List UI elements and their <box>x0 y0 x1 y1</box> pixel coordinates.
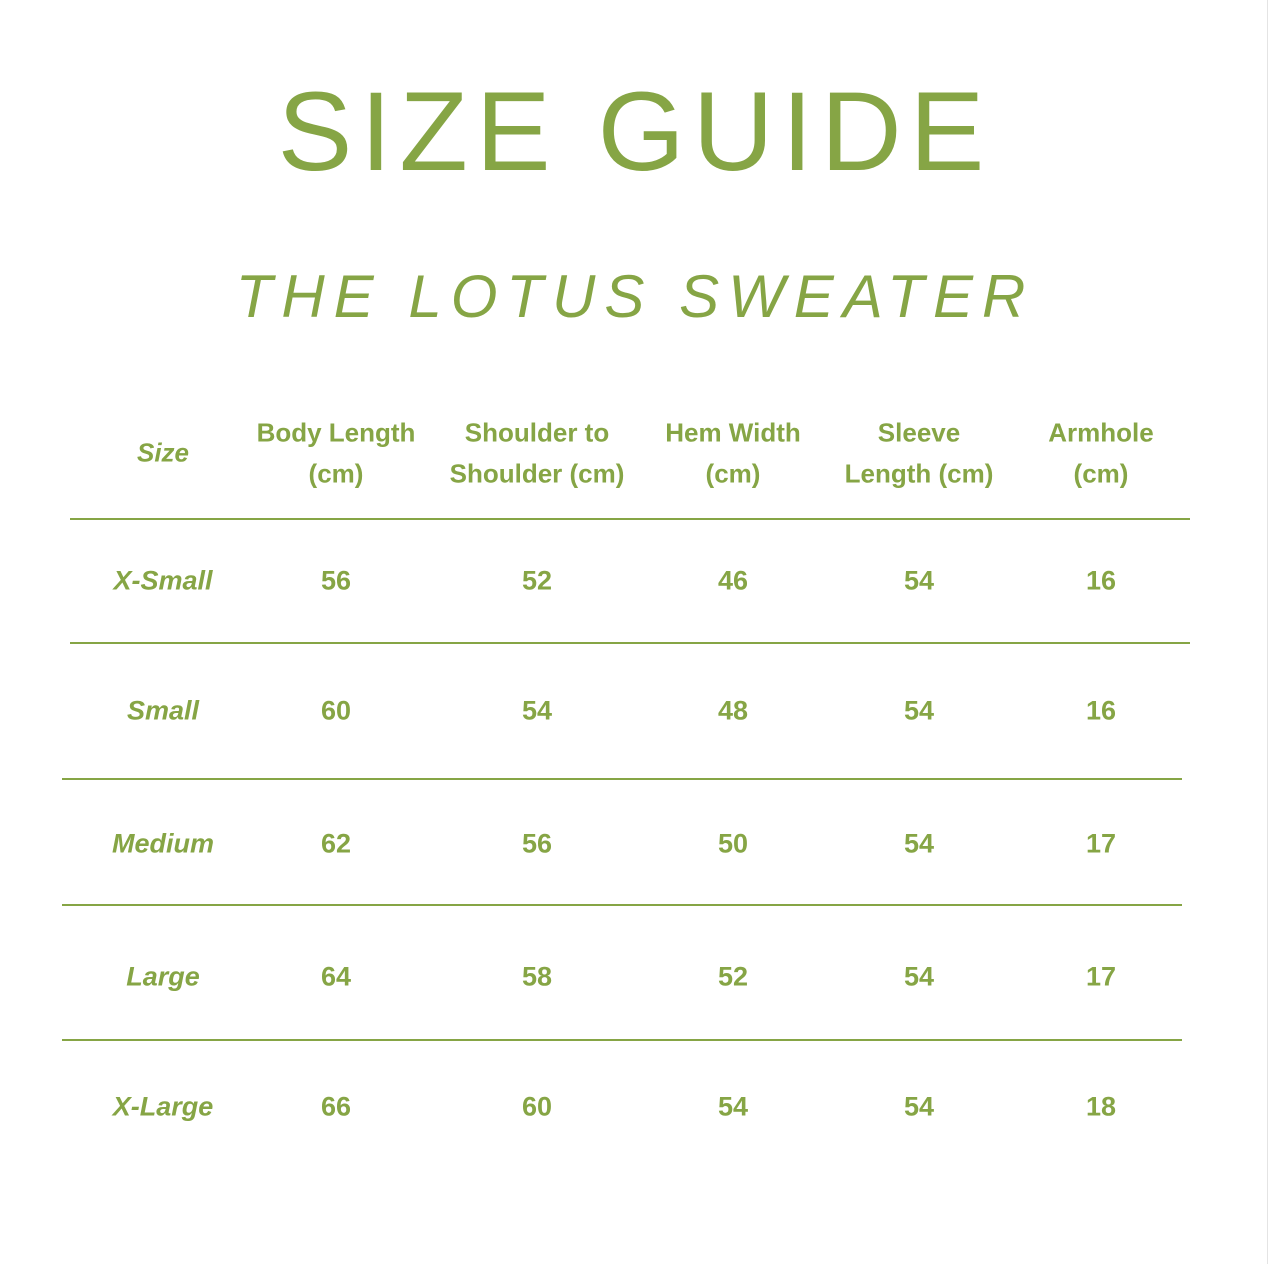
column-header: Shoulder (cm) <box>449 458 625 489</box>
column-header: Armhole <box>1048 417 1154 448</box>
measurement: 54 <box>903 961 935 992</box>
row-divider <box>70 642 1190 644</box>
measurement: 54 <box>903 695 935 726</box>
measurement: 48 <box>717 695 749 726</box>
column-header: (cm) <box>1073 458 1129 489</box>
size-label: Medium <box>111 828 215 859</box>
column-header: Size <box>136 437 190 468</box>
measurement: 54 <box>903 1091 935 1122</box>
measurement: 54 <box>903 565 935 596</box>
measurement: 18 <box>1085 1091 1117 1122</box>
measurement: 52 <box>521 565 553 596</box>
column-header: (cm) <box>705 458 761 489</box>
row-divider <box>62 904 1182 906</box>
measurement: 60 <box>320 695 352 726</box>
column-header: (cm) <box>308 458 364 489</box>
size-label: X-Large <box>112 1091 214 1122</box>
column-header: Shoulder to <box>464 417 610 448</box>
measurement: 46 <box>717 565 749 596</box>
title: SIZE GUIDE <box>277 69 993 194</box>
row-divider <box>62 1039 1182 1041</box>
measurement: 17 <box>1085 961 1117 992</box>
size-label: Large <box>126 961 200 992</box>
measurement: 16 <box>1085 695 1117 726</box>
subtitle: THE LOTUS SWEATER <box>235 263 1035 330</box>
measurement: 58 <box>521 961 553 992</box>
measurement: 54 <box>903 828 935 859</box>
measurement: 56 <box>521 828 553 859</box>
measurement: 52 <box>717 961 749 992</box>
column-header: Body Length <box>256 417 416 448</box>
size-label: X-Small <box>113 565 213 596</box>
column-header: Length (cm) <box>844 458 994 489</box>
measurement: 50 <box>717 828 749 859</box>
column-header: Hem Width <box>665 417 801 448</box>
measurement: 56 <box>320 565 352 596</box>
measurement: 54 <box>717 1091 749 1122</box>
measurement: 60 <box>521 1091 553 1122</box>
measurement: 64 <box>320 961 352 992</box>
measurement: 16 <box>1085 565 1117 596</box>
row-divider <box>62 778 1182 780</box>
row-divider <box>70 518 1190 520</box>
size-label: Small <box>126 695 200 726</box>
measurement: 66 <box>320 1091 352 1122</box>
measurement: 54 <box>521 695 553 726</box>
measurement: 17 <box>1085 828 1117 859</box>
page-edge <box>1267 0 1268 1264</box>
column-header: Sleeve <box>877 417 961 448</box>
measurement: 62 <box>320 828 352 859</box>
